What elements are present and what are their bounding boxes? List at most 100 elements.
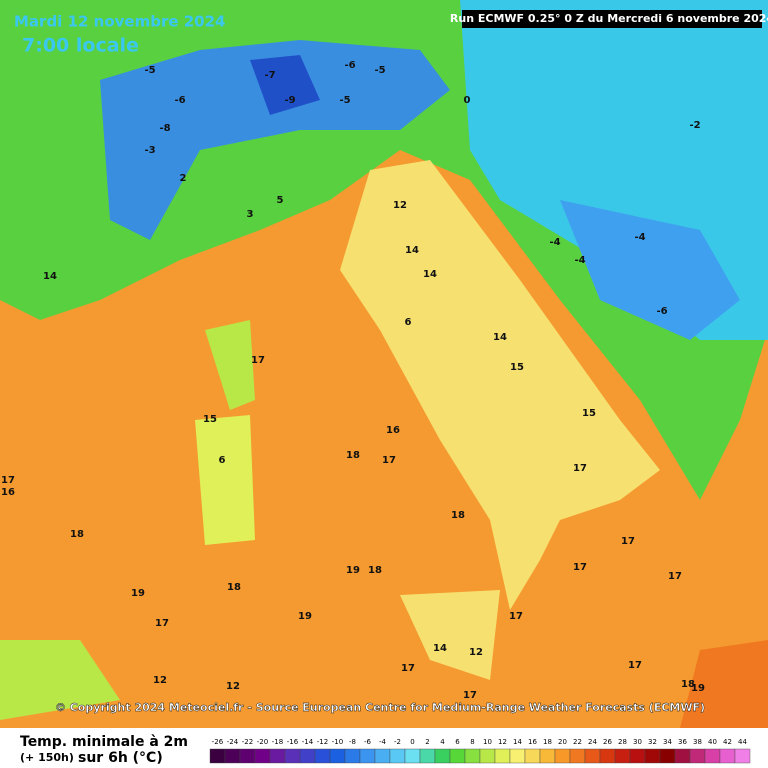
legend-cell xyxy=(644,748,661,764)
temp-label: 15 xyxy=(510,362,524,373)
legend-cell xyxy=(539,748,556,764)
temp-label: -5 xyxy=(339,95,350,106)
time: 7:00 locale xyxy=(22,35,139,57)
temp-label: 18 xyxy=(681,679,695,690)
temp-label: 17 xyxy=(382,455,396,466)
legend-tick: -22 xyxy=(242,738,253,746)
legend-tick: 38 xyxy=(693,738,702,746)
copyright: © Copyright 2024 Meteociel.fr - Source E… xyxy=(55,701,705,714)
temp-label: 14 xyxy=(43,271,57,282)
temp-label: -5 xyxy=(374,65,385,76)
legend-cell xyxy=(389,748,406,764)
legend-tick: 24 xyxy=(588,738,597,746)
warm-sea xyxy=(680,640,768,728)
legend-tick: 8 xyxy=(470,738,474,746)
legend-tick: 32 xyxy=(648,738,657,746)
legend-tick: -4 xyxy=(379,738,387,746)
temp-label: 12 xyxy=(226,681,240,692)
legend-cell xyxy=(494,748,511,764)
temp-label: 17 xyxy=(251,355,265,366)
legend-cell xyxy=(314,748,331,764)
temp-label: 18 xyxy=(368,565,382,576)
legend-tick: 34 xyxy=(663,738,672,746)
legend-tick: -8 xyxy=(349,738,356,746)
temp-label: 14 xyxy=(405,245,419,256)
legend-tick: 4 xyxy=(440,738,445,746)
legend-cell xyxy=(329,748,346,764)
temp-label: -4 xyxy=(549,237,560,248)
alps-core xyxy=(250,55,320,115)
temp-label: 17 xyxy=(463,690,477,701)
footer-lead: (+ 150h) xyxy=(20,751,74,764)
legend-cell xyxy=(689,748,706,764)
legend-tick: 26 xyxy=(603,738,612,746)
legend-cell xyxy=(254,748,271,764)
italy xyxy=(340,160,660,610)
run-info: Run ECMWF 0.25° 0 Z du Mercredi 6 novemb… xyxy=(450,12,768,25)
temp-label: -6 xyxy=(344,60,355,71)
temp-label: 15 xyxy=(582,408,596,419)
legend-cell xyxy=(284,748,301,764)
temp-label: 16 xyxy=(386,425,400,436)
temp-label: -7 xyxy=(264,70,275,81)
legend-tick: 30 xyxy=(633,738,642,746)
legend-cell xyxy=(239,748,256,764)
legend-tick: 22 xyxy=(573,738,582,746)
temp-label: 3 xyxy=(247,209,254,220)
footer-unit: sur 6h (°C) xyxy=(78,750,163,766)
temp-label: 17 xyxy=(1,475,15,486)
legend-tick: 10 xyxy=(483,738,492,746)
legend-cell xyxy=(524,748,541,764)
alps xyxy=(100,40,450,240)
legend-tick: -18 xyxy=(272,738,283,746)
temp-label: -6 xyxy=(174,95,185,106)
legend-cell xyxy=(419,748,436,764)
legend-tick: 28 xyxy=(618,738,627,746)
temp-label: 18 xyxy=(346,450,360,461)
temp-label: 6 xyxy=(219,455,226,466)
legend-cell xyxy=(659,748,676,764)
legend-tick: -12 xyxy=(317,738,328,746)
legend-cell xyxy=(299,748,316,764)
temp-label: -9 xyxy=(284,95,295,106)
legend-tick: -20 xyxy=(257,738,268,746)
temp-label: 19 xyxy=(131,588,145,599)
legend-tick: -24 xyxy=(227,738,239,746)
legend-cell xyxy=(509,748,526,764)
temp-label: 15 xyxy=(203,414,217,425)
temp-label: 14 xyxy=(423,269,437,280)
legend-cell xyxy=(404,748,421,764)
legend-tick: 20 xyxy=(558,738,567,746)
temp-label: 12 xyxy=(393,200,407,211)
temp-label: 12 xyxy=(469,647,483,658)
temp-label: -4 xyxy=(574,255,585,266)
sardinia xyxy=(195,415,255,545)
legend-cell xyxy=(629,748,646,764)
sicily xyxy=(400,590,500,680)
temp-label: 0 xyxy=(464,95,471,106)
legend-cell xyxy=(599,748,616,764)
legend-cell xyxy=(449,748,466,764)
legend-tick: 14 xyxy=(513,738,522,746)
legend-cell xyxy=(209,748,226,764)
temp-label: 17 xyxy=(573,463,587,474)
legend-cell xyxy=(734,748,751,764)
legend-cell xyxy=(479,748,496,764)
legend-tick: -10 xyxy=(332,738,343,746)
temp-label: -3 xyxy=(144,145,155,156)
legend-cell xyxy=(584,748,601,764)
temp-label: 17 xyxy=(621,536,635,547)
legend-cell xyxy=(614,748,631,764)
temp-label: 16 xyxy=(1,487,15,498)
legend-tick: 12 xyxy=(498,738,507,746)
temp-label: 17 xyxy=(401,663,415,674)
legend-tick: 2 xyxy=(425,738,429,746)
legend-cell xyxy=(554,748,571,764)
legend-tick: -2 xyxy=(394,738,401,746)
temp-label: 14 xyxy=(493,332,507,343)
legend-tick: 16 xyxy=(528,738,537,746)
legend-tick: -14 xyxy=(302,738,314,746)
legend-cell xyxy=(719,748,736,764)
